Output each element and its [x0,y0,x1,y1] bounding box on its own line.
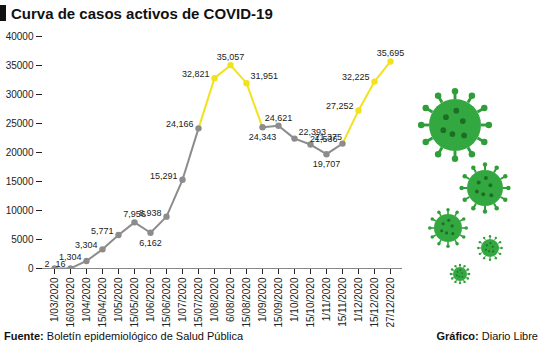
html-text:Curva de casos activos de COVI: Curva de casos activos de COVID-19 [11,4,273,22]
svg-text:0: 0 [28,263,34,274]
svg-text:27,252: 27,252 [326,101,354,111]
svg-text:25000: 25000 [6,118,34,129]
svg-text:5,771: 5,771 [91,226,114,236]
svg-text:15/05/2020: 15/05/2020 [129,277,140,327]
svg-text:3,304: 3,304 [75,240,98,250]
svg-text:6,162: 6,162 [139,238,162,248]
svg-text:1/09/2020: 1/09/2020 [257,277,268,322]
svg-text:32,225: 32,225 [342,72,370,82]
svg-text:35,695: 35,695 [377,48,405,58]
svg-text:32,821: 32,821 [182,69,210,79]
svg-text:31,951: 31,951 [251,71,279,81]
svg-text:6/08/2020: 6/08/2020 [225,277,236,322]
svg-text:15/04/2020: 15/04/2020 [97,277,108,327]
svg-text:1/04/2020: 1/04/2020 [81,277,92,322]
svg-text:35000: 35000 [6,60,34,71]
svg-text:20000: 20000 [6,147,34,158]
svg-text:1/10/2020: 1/10/2020 [289,277,300,322]
svg-text:24,166: 24,166 [166,119,194,129]
svg-text:2: 2 [44,259,49,269]
svg-text:10000: 10000 [6,205,34,216]
svg-text:24,343: 24,343 [249,132,277,142]
svg-text:15/08/2020: 15/08/2020 [241,277,252,327]
svg-text:35,057: 35,057 [217,52,245,62]
svg-text:1/03/2020: 1/03/2020 [49,277,60,322]
svg-text:15/09/2020: 15/09/2020 [273,277,284,327]
svg-text:40000: 40000 [6,31,34,42]
svg-text:19,707: 19,707 [313,159,341,169]
svg-text:15000: 15000 [6,176,34,187]
svg-text:1/05/2020: 1/05/2020 [113,277,124,322]
svg-text:15,291: 15,291 [150,171,178,181]
svg-text:16/03/2020: 16/03/2020 [65,277,76,327]
svg-text:1/08/2020: 1/08/2020 [209,277,220,322]
svg-text:15/12/2020: 15/12/2020 [369,277,380,327]
svg-text:15/11/2020: 15/11/2020 [337,277,348,327]
svg-text:8,938: 8,938 [139,208,162,218]
svg-text:15/06/2020: 15/06/2020 [161,277,172,327]
svg-text:1,304: 1,304 [59,252,82,262]
svg-text:24,621: 24,621 [265,113,293,123]
html-text:Fuente: Boletín epidemiológico: Fuente: Boletín epidemiológico de Salud … [4,330,244,342]
svg-text:22,393: 22,393 [298,126,326,137]
svg-text:21,375: 21,375 [315,132,343,142]
svg-text:16: 16 [55,259,66,270]
svg-text:1/07/2020: 1/07/2020 [177,277,188,322]
svg-text:1/11/2020: 1/11/2020 [321,277,332,321]
svg-text:1/12/2020: 1/12/2020 [353,277,364,322]
svg-text:15/07/2020: 15/07/2020 [193,277,204,327]
html-text:Gráfico: Diario Libre: Gráfico: Diario Libre [436,330,538,342]
svg-text:5000: 5000 [11,234,34,245]
svg-text:15/10/2020: 15/10/2020 [305,277,316,327]
svg-text:7,956: 7,956 [123,209,146,220]
svg-text:30000: 30000 [6,89,34,100]
svg-text:27/12/2020: 27/12/2020 [385,277,396,327]
svg-text:1/06/2020: 1/06/2020 [145,277,156,322]
